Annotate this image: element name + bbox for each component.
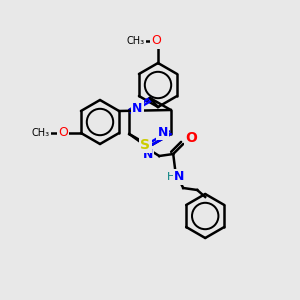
Text: N: N <box>158 125 168 139</box>
Text: N: N <box>132 101 142 115</box>
Text: CH₃: CH₃ <box>32 128 50 138</box>
Text: S: S <box>140 138 150 152</box>
Text: N: N <box>174 170 184 184</box>
Text: O: O <box>185 131 197 145</box>
Text: O: O <box>58 127 68 140</box>
Text: O: O <box>151 34 161 47</box>
Text: N: N <box>143 148 153 160</box>
Text: CH₃: CH₃ <box>127 36 145 46</box>
Text: H: H <box>167 172 176 182</box>
